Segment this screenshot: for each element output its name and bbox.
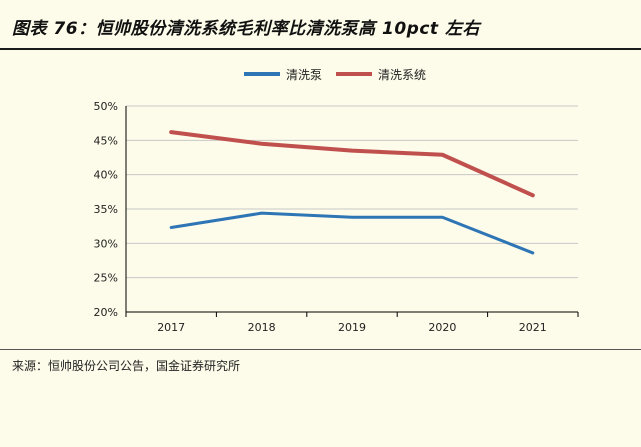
axes — [125, 106, 579, 317]
y-tick-label: 20% — [94, 306, 118, 319]
y-tick-label: 30% — [94, 237, 118, 250]
y-tick-label: 35% — [94, 203, 118, 216]
x-tick-label: 2020 — [428, 321, 456, 334]
source-note: 来源：恒帅股份公司公告，国金证券研究所 — [12, 359, 241, 373]
x-tick-label: 2017 — [157, 321, 185, 334]
y-tick-label: 40% — [94, 169, 118, 182]
title-bar: 图表 76：恒帅股份清洗系统毛利率比清洗泵高 10pct 左右 — [0, 0, 641, 50]
chart-title: 图表 76：恒帅股份清洗系统毛利率比清洗泵高 10pct 左右 — [12, 19, 480, 39]
series-group — [169, 130, 535, 255]
series-line-pump — [169, 211, 535, 255]
x-tick-label: 2018 — [248, 321, 276, 334]
x-tick-label: 2019 — [338, 321, 366, 334]
gridlines — [126, 105, 578, 279]
y-tick-label: 50% — [94, 100, 118, 113]
legend-label-system: 清洗系统 — [378, 68, 426, 82]
legend: 清洗泵 清洗系统 — [244, 68, 426, 82]
y-axis-tick-labels: 50% 45% 40% 35% 30% 25% 20% — [94, 100, 118, 319]
x-tick-label: 2021 — [519, 321, 547, 334]
x-axis-tick-labels: 2017 2018 2019 2020 2021 — [157, 321, 547, 334]
line-chart: 清洗泵 清洗系统 50% 45% 40% 35% 30% 25% 20% 201… — [94, 68, 579, 334]
source-bar: 来源：恒帅股份公司公告，国金证券研究所 — [0, 349, 641, 373]
y-tick-label: 45% — [94, 134, 118, 147]
y-tick-label: 25% — [94, 272, 118, 285]
series-line-system — [169, 130, 535, 198]
legend-label-pump: 清洗泵 — [286, 68, 322, 82]
